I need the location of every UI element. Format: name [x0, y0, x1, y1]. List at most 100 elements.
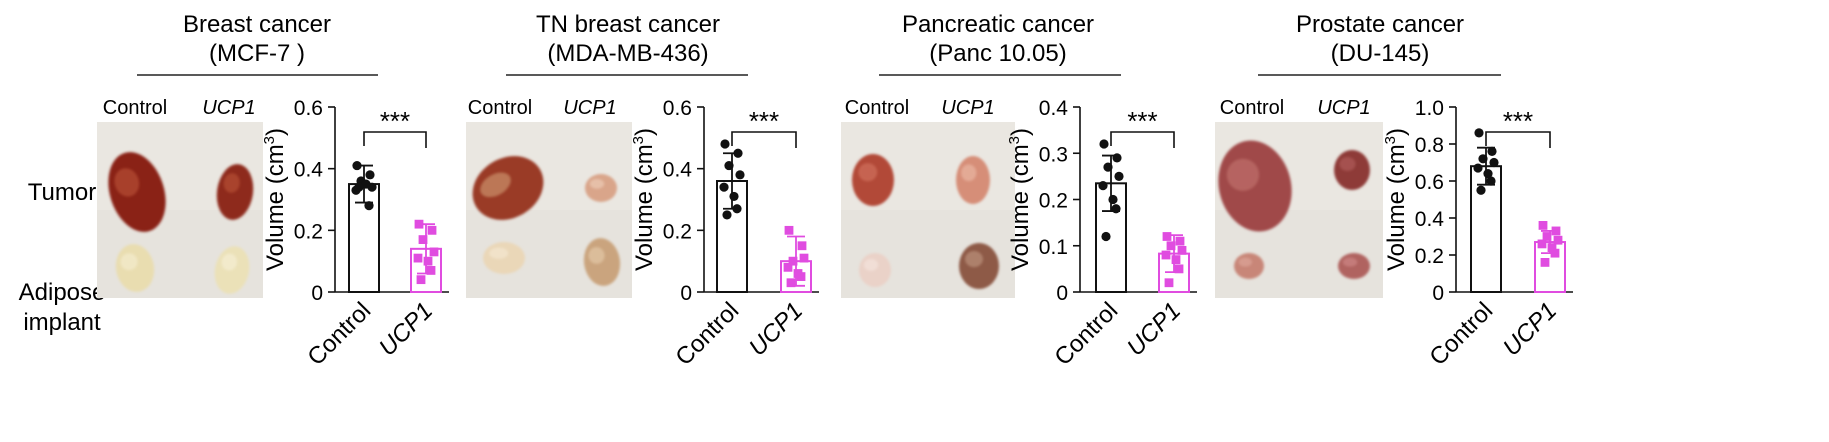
control-bar	[1095, 182, 1127, 293]
y-tick-label: 0	[680, 282, 692, 305]
significance-stars: ***	[380, 106, 410, 136]
ucp1-category-label: UCP1	[1498, 297, 1562, 361]
ucp1-category-label: UCP1	[744, 297, 808, 361]
ucp1-tumor-highlight	[1339, 157, 1356, 171]
control-tumor-sample	[852, 154, 894, 206]
chart-title: Pancreatic cancer	[902, 11, 1094, 38]
photo-label-control: Control	[103, 97, 167, 119]
tumor-photo	[841, 122, 1015, 298]
ucp1-data-point	[786, 278, 796, 288]
ucp1-data-point	[783, 262, 793, 272]
y-axis-label: Volume (cm3)	[261, 128, 289, 271]
ucp1-data-point	[1553, 235, 1563, 245]
control-data-point	[1103, 162, 1113, 172]
significance-bracket	[1110, 131, 1175, 148]
ucp1-data-point	[788, 256, 798, 266]
control-data-point	[1114, 171, 1124, 181]
chart-subtitle: (MDA-MB-436)	[547, 40, 708, 67]
control-data-point	[1108, 194, 1118, 205]
y-tick-label: 0.4	[1039, 97, 1069, 120]
ucp1-data-point	[1175, 236, 1185, 246]
y-tick-label: 0.4	[663, 159, 693, 182]
control-adipose-sample	[483, 242, 525, 274]
ucp1-data-point	[1538, 221, 1548, 230]
control-data-point	[1476, 185, 1486, 195]
control-bar	[1470, 165, 1502, 293]
control-data-point	[1099, 139, 1109, 149]
ucp1-data-point	[797, 241, 807, 251]
ucp1-data-point	[799, 253, 809, 263]
photo-label-ucp1: UCP1	[1317, 97, 1370, 119]
y-tick-label: 0.6	[294, 97, 323, 120]
y-axis-label: Volume (cm3)	[1006, 128, 1034, 271]
photo-label-ucp1: UCP1	[202, 97, 255, 119]
control-data-point	[1483, 169, 1493, 179]
ucp1-data-point	[413, 253, 423, 263]
ucp1-tumor-highlight	[961, 164, 977, 182]
control-data-point	[719, 182, 729, 192]
control-adipose-highlight	[1238, 257, 1252, 267]
control-category-label: Control	[1049, 297, 1123, 371]
y-tick-label: 0.4	[294, 159, 324, 182]
control-data-point	[732, 204, 742, 214]
ucp1-data-point	[414, 219, 424, 229]
ucp1-data-point	[1551, 226, 1561, 236]
ucp1-data-point	[1162, 232, 1172, 241]
panel-3: Pancreatic cancer(Panc 10.05)Control UCP1…	[841, 11, 1197, 371]
row-label-tumor: Tumor	[28, 179, 96, 206]
significance-bracket	[731, 131, 797, 148]
ucp1-data-point	[423, 256, 433, 266]
row-label-adipose: Adipose	[19, 279, 106, 306]
panel-4: Prostate cancer(DU-145)Control UCP100.20.…	[1215, 11, 1573, 371]
control-data-point	[1098, 181, 1108, 191]
significance-bracket	[1485, 131, 1551, 148]
row-label-implant: implant	[23, 309, 101, 336]
control-adipose-highlight	[863, 258, 879, 271]
tumor-photo	[1215, 122, 1383, 298]
chart-title: TN breast cancer	[536, 11, 720, 38]
control-data-point	[1473, 163, 1483, 173]
y-tick-label: 0.3	[1039, 143, 1068, 166]
control-data-point	[733, 148, 743, 158]
ucp1-bar	[1534, 241, 1566, 294]
ucp1-data-point	[1537, 239, 1547, 249]
control-data-point	[735, 170, 745, 180]
chart-title: Breast cancer	[183, 11, 331, 38]
significance-stars: ***	[1127, 106, 1157, 136]
y-tick-label: 0.2	[1039, 190, 1068, 213]
photo-label-ucp1: UCP1	[563, 97, 616, 119]
control-data-point	[354, 182, 364, 192]
y-tick-label: 0.1	[1039, 236, 1068, 259]
y-tick-label: 0.6	[1415, 171, 1444, 194]
control-data-point	[1112, 153, 1122, 163]
panel-2: TN breast cancer(MDA-MB-436)Control UCP10…	[466, 11, 819, 371]
control-tumor-highlight	[1226, 158, 1260, 191]
ucp1-adipose-highlight	[221, 253, 238, 271]
ucp1-adipose-highlight	[588, 247, 605, 264]
ucp1-data-point	[796, 272, 806, 281]
y-tick-label: 0.2	[1415, 245, 1444, 268]
photo-label-control: Control	[1220, 97, 1284, 119]
ucp1-data-point	[1171, 255, 1181, 265]
ucp1-data-point	[416, 275, 426, 285]
control-data-point	[365, 170, 375, 180]
control-category-label: Control	[302, 297, 376, 371]
significance-stars: ***	[1503, 106, 1533, 136]
ucp1-data-point	[427, 225, 437, 235]
ucp1-tumor-sample	[1334, 150, 1370, 190]
y-tick-label: 0.6	[663, 97, 692, 120]
ucp1-adipose-sample	[959, 243, 999, 289]
y-tick-label: 0	[1056, 282, 1068, 305]
control-tumor-highlight	[114, 168, 140, 197]
control-data-point	[361, 179, 371, 189]
chart-subtitle: (MCF-7 )	[209, 40, 305, 67]
ucp1-data-point	[1166, 241, 1176, 251]
ucp1-data-point	[1177, 245, 1187, 255]
control-data-point	[1111, 204, 1121, 214]
control-adipose-sample	[859, 253, 891, 287]
y-tick-label: 1.0	[1415, 97, 1444, 120]
control-data-point	[720, 139, 730, 149]
ucp1-tumor-sample	[585, 174, 617, 202]
control-data-point	[364, 201, 374, 211]
